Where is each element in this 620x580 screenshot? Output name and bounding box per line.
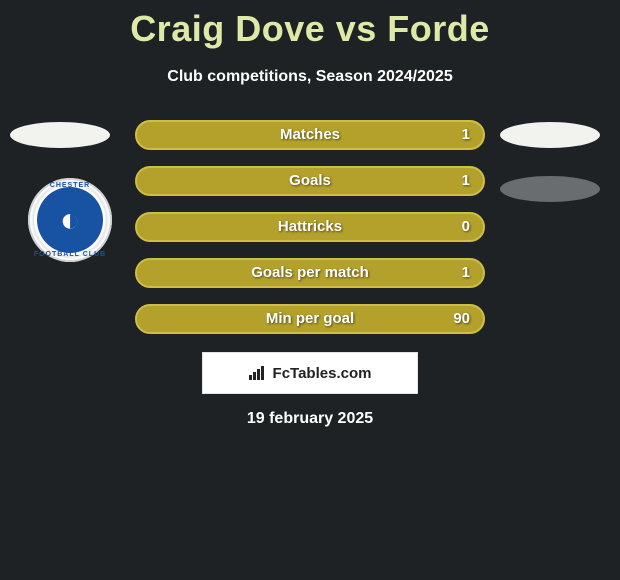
stat-bar bbox=[135, 258, 485, 288]
stat-bar bbox=[135, 120, 485, 150]
stat-bar bbox=[135, 212, 485, 242]
stat-bar bbox=[135, 166, 485, 196]
stat-row: Hattricks0 bbox=[0, 212, 620, 242]
stat-row: Min per goal90 bbox=[0, 304, 620, 334]
brand-chart-icon bbox=[249, 366, 267, 380]
stat-value: 1 bbox=[462, 166, 470, 196]
brand-text: FcTables.com bbox=[273, 365, 372, 382]
stat-row: Goals per match1 bbox=[0, 258, 620, 288]
stat-bar bbox=[135, 304, 485, 334]
brand-box[interactable]: FcTables.com bbox=[202, 352, 418, 394]
stat-row: Goals1 bbox=[0, 166, 620, 196]
stat-value: 1 bbox=[462, 258, 470, 288]
stat-value: 90 bbox=[453, 304, 470, 334]
stat-row: Matches1 bbox=[0, 120, 620, 150]
comparison-chart: Matches1 Goals1 Hattricks0 Goals per match1… bbox=[0, 120, 620, 350]
date-text: 19 february 2025 bbox=[0, 410, 620, 428]
stat-value: 1 bbox=[462, 120, 470, 150]
stat-value: 0 bbox=[462, 212, 470, 242]
page-title: Craig Dove vs Forde bbox=[0, 0, 620, 50]
page-subtitle: Club competitions, Season 2024/2025 bbox=[0, 68, 620, 86]
